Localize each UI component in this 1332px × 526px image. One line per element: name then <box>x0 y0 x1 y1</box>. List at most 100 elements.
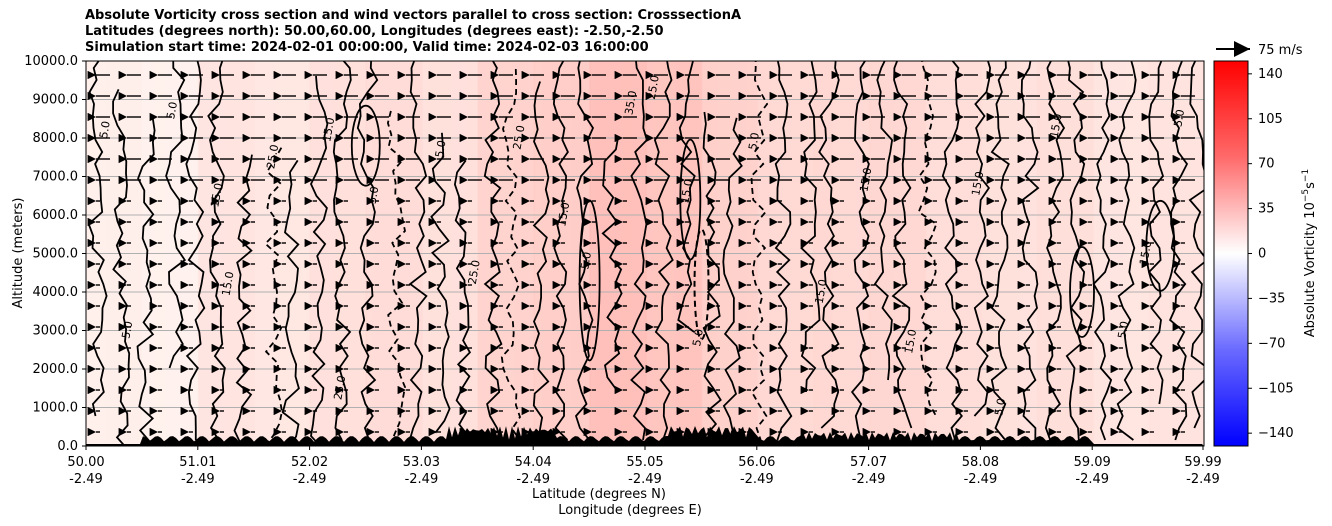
colorbar-tick-label: 140 <box>1258 67 1283 82</box>
y-tick-label: 4000.0 <box>33 285 79 300</box>
x-tick-label-lon: -2.49 <box>628 472 662 487</box>
contour-line <box>750 61 769 441</box>
x-tick-label-lat: 52.02 <box>291 455 328 470</box>
y-tick-label: 1000.0 <box>33 401 79 416</box>
contour-label: 25.0 <box>510 124 527 150</box>
y-tick-label: 7000.0 <box>33 170 79 185</box>
contour-line <box>1092 61 1113 441</box>
x-axis-ticks: 50.00 -2.49 51.01 -2.49 52.02 -2.49 53.03 -2.49… <box>67 446 1222 487</box>
x-tick-label-lat: 59.99 <box>1184 455 1221 470</box>
x-tick-label-lon: -2.49 <box>1075 472 1109 487</box>
x-tick-label-lat: 56.06 <box>738 455 775 470</box>
x-tick-label-lon: -2.49 <box>181 472 215 487</box>
contour-loop <box>350 104 381 187</box>
colorbar-tick-label: −105 <box>1258 381 1294 396</box>
x-tick-label-lon: -2.49 <box>516 472 550 487</box>
contour-line <box>850 61 870 441</box>
y-tick-label: 6000.0 <box>33 208 79 223</box>
x-tick-label-lat: 55.05 <box>626 455 663 470</box>
x-tick-label-lat: 51.01 <box>179 455 216 470</box>
contour-line <box>917 61 938 417</box>
contour-line <box>165 61 187 369</box>
x-tick-label-lon: -2.49 <box>852 472 886 487</box>
contour-label: 15.0 <box>969 170 986 196</box>
x-tick-label-lon: -2.49 <box>69 472 103 487</box>
colorbar-ticks: 140 105 70 35 0 −35 −70 −105 −140 <box>1248 67 1294 441</box>
x-tick-label-lat: 54.04 <box>515 455 552 470</box>
contour-label: 5.0 <box>690 328 706 347</box>
colorbar-tick-label: 70 <box>1258 157 1275 172</box>
contour-line <box>1020 61 1040 441</box>
contour-label: 25.0 <box>264 143 281 169</box>
y-tick-label: 10000.0 <box>24 54 78 69</box>
contour-line <box>722 117 743 443</box>
contour-line <box>653 61 674 441</box>
colorbar-label: Absolute Vorticity 10−5s−1 <box>1301 169 1318 337</box>
contour-line <box>332 61 352 441</box>
contour-label: 5.0 <box>97 120 113 139</box>
x-axis-label-latitude: Latitude (degrees N) <box>532 487 666 502</box>
contour-line <box>1044 61 1066 441</box>
x-tick-label-lon: -2.49 <box>740 472 774 487</box>
y-axis-label: Altitude (meters) <box>11 198 26 309</box>
y-tick-label: 9000.0 <box>33 93 79 108</box>
colorbar-tick-label: 105 <box>1258 112 1283 127</box>
contour-line <box>281 159 300 446</box>
contour-line <box>136 118 156 443</box>
contour-label: 25.0 <box>466 259 483 285</box>
contour-line <box>873 61 894 381</box>
contour-label: 15.0 <box>902 328 919 354</box>
contour-line <box>973 61 992 417</box>
contour-label: 15.0 <box>813 278 830 304</box>
x-tick-label-lat: 58.08 <box>962 455 999 470</box>
x-tick-label-lat: 59.09 <box>1074 455 1111 470</box>
colorbar-tick-label: −140 <box>1258 426 1294 441</box>
y-tick-label: 3000.0 <box>33 324 79 339</box>
contour-line <box>185 61 206 440</box>
contour-line <box>207 61 226 441</box>
colorbar-tick-label: −35 <box>1258 291 1285 306</box>
contour-line <box>408 61 428 441</box>
contour-label: 15.0 <box>220 270 237 296</box>
colorbar-tick-label: 0 <box>1258 247 1266 262</box>
contour-line <box>630 61 648 441</box>
contour-line <box>677 61 696 333</box>
x-tick-label-lat: 57.07 <box>850 455 887 470</box>
contour-label: 5.0 <box>433 139 449 158</box>
y-axis-ticks: 0.0 1000.0 2000.0 3000.0 4000.0 5000.0 6000.0 7… <box>24 54 86 454</box>
contour-line <box>233 154 253 443</box>
x-tick-label-lon: -2.49 <box>1186 472 1220 487</box>
y-tick-label: 5000.0 <box>33 247 79 262</box>
contour-line <box>818 61 840 429</box>
contour-line <box>1188 61 1204 429</box>
contour-line <box>356 61 379 441</box>
contour-label: 5.0 <box>746 131 762 150</box>
y-tick-label: 0.0 <box>57 439 78 454</box>
x-tick-label-lon: -2.49 <box>405 472 439 487</box>
title-line-3: Simulation start time: 2024-02-01 00:00:… <box>85 40 649 55</box>
terrain-silhouette <box>86 426 1204 446</box>
contour-line <box>774 61 793 441</box>
x-tick-label-lat: 53.03 <box>403 455 440 470</box>
title-line-1: Absolute Vorticity cross section and win… <box>85 8 742 23</box>
chart-title: Absolute Vorticity cross section and win… <box>85 8 741 56</box>
contour-line <box>990 61 1010 441</box>
contour-line <box>263 147 283 446</box>
reference-vector-label: 75 m/s <box>1258 43 1303 58</box>
contour-line <box>500 68 522 442</box>
contour-line <box>532 81 550 442</box>
x-tick-label-lat: 50.00 <box>67 455 104 470</box>
contour-line <box>800 61 821 393</box>
colorbar <box>1213 60 1249 447</box>
contour-label: 15.0 <box>320 116 337 142</box>
y-tick-label: 2000.0 <box>33 362 79 377</box>
x-axis-label-longitude: Longitude (degrees E) <box>558 503 702 518</box>
x-tick-label-lon: -2.49 <box>964 472 998 487</box>
y-tick-label: 8000.0 <box>33 131 79 146</box>
contour-label: 5.0 <box>992 397 1008 416</box>
title-line-2: Latitudes (degrees north): 50.00,60.00, … <box>85 24 664 39</box>
colorbar-tick-label: 35 <box>1258 202 1275 217</box>
contour-line <box>1116 61 1137 441</box>
contour-label: 5.0 <box>1115 320 1131 339</box>
